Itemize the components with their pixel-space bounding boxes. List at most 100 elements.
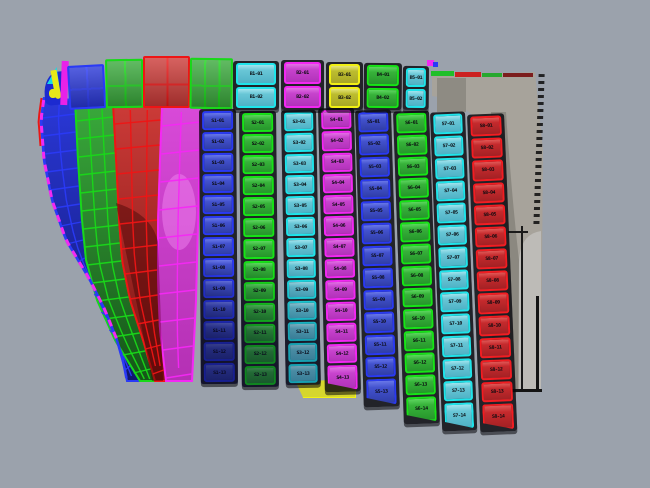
plate[interactable]: S6-08 [401,265,433,286]
plate[interactable]: S7-07 [438,246,468,269]
plate[interactable]: S2-12 [244,344,276,365]
plate[interactable]: S7-04 [435,180,466,202]
plate[interactable]: S6-13 [405,374,436,395]
plate[interactable]: S4-07 [324,237,355,258]
plate[interactable]: S8-02 [471,137,503,159]
plate[interactable]: S1-01 [202,110,234,131]
plate[interactable]: S6-10 [402,308,434,330]
plate[interactable]: S3-06 [285,216,316,237]
plate[interactable]: S6-02 [396,134,428,156]
plate[interactable]: S3-12 [288,342,318,363]
plate[interactable]: S5-05 [360,200,392,222]
plate[interactable]: S8-11 [479,336,512,359]
plate[interactable]: S2-03 [242,154,274,175]
deck-grid-panel-red[interactable] [143,56,190,108]
plate[interactable]: S4-12 [326,343,358,364]
plate[interactable]: B4-02 [366,87,399,109]
plate[interactable]: S3-09 [286,279,317,300]
plate[interactable]: S3-05 [285,195,315,216]
plate[interactable]: S6-11 [403,330,435,352]
plate[interactable]: S6-01 [396,112,427,134]
plate[interactable]: S6-05 [399,199,430,221]
plate[interactable]: B1-01 [236,63,276,85]
plate[interactable]: S4-04 [322,173,354,194]
plate[interactable]: S3-08 [286,258,316,279]
plate[interactable]: S4-02 [321,130,353,151]
plate[interactable]: S7-09 [439,291,470,313]
plate[interactable]: S4-08 [324,258,356,279]
plate[interactable]: S6-07 [400,243,432,265]
plate[interactable]: S6-14 [406,396,437,422]
plate[interactable]: S4-13 [327,365,358,390]
plate[interactable]: S8-01 [470,115,502,137]
plate[interactable]: S8-09 [477,292,510,315]
plate[interactable]: S1-02 [202,131,234,152]
plate[interactable]: S5-10 [364,311,395,333]
plate[interactable]: S1-09 [203,278,235,299]
plate[interactable]: S4-11 [326,322,357,343]
plate[interactable]: S1-06 [202,215,234,236]
plate[interactable]: B3-01 [329,64,360,85]
plate[interactable]: S1-08 [203,257,235,278]
plate[interactable]: S4-01 [321,109,352,130]
plate[interactable]: S6-06 [399,221,431,243]
plate[interactable]: B4-01 [366,64,399,86]
plate[interactable]: S5-02 [358,133,390,155]
plate[interactable]: S5-06 [361,222,392,244]
plate[interactable]: S7-12 [442,357,473,380]
plate[interactable]: S2-02 [242,133,274,154]
plate[interactable]: S8-10 [478,314,511,337]
plate[interactable]: S8-06 [474,226,507,248]
plate[interactable]: S5-07 [362,244,393,267]
plate[interactable]: S7-01 [433,113,463,135]
plate[interactable]: S3-04 [285,174,315,195]
plate[interactable]: S3-10 [287,300,317,321]
plate[interactable]: S1-11 [203,320,235,341]
plate[interactable]: S7-06 [437,224,468,246]
plate[interactable]: S1-03 [202,152,234,173]
plate[interactable]: S5-04 [360,178,391,200]
plate[interactable]: S3-07 [286,237,316,258]
plate[interactable]: S4-05 [323,194,354,215]
plate[interactable]: S1-10 [203,299,235,320]
plate[interactable]: B1-02 [236,86,276,108]
plate[interactable]: S6-09 [402,286,433,308]
plate[interactable]: S7-02 [433,135,464,157]
plate[interactable]: S5-03 [359,156,390,178]
deck-grid-panel-green[interactable] [189,57,233,110]
plate[interactable]: S8-14 [482,403,514,430]
plate[interactable]: S2-10 [244,302,276,322]
plate[interactable]: S3-11 [287,321,318,342]
plate[interactable]: S5-09 [363,289,394,311]
plate[interactable]: S7-11 [441,335,472,357]
plate[interactable]: S1-04 [202,173,234,194]
plate[interactable]: S4-10 [325,301,357,322]
plate[interactable]: S1-05 [202,194,234,215]
plate[interactable]: S7-14 [444,402,474,429]
plate[interactable]: S7-05 [436,202,467,224]
plate[interactable]: S3-01 [284,111,314,132]
plate[interactable]: S7-03 [434,157,465,180]
plate[interactable]: S5-13 [366,378,397,405]
plate[interactable]: S2-01 [242,112,274,133]
plate[interactable]: S7-10 [440,313,471,335]
plate[interactable]: B5-02 [405,88,426,109]
plate[interactable]: S8-08 [476,270,509,292]
plate[interactable]: B5-01 [405,67,426,88]
plate[interactable]: S6-03 [397,156,429,177]
plate[interactable]: S4-09 [325,279,356,300]
plate[interactable]: B2-01 [284,62,321,84]
plate[interactable]: S8-13 [481,381,514,403]
plate[interactable]: S8-12 [480,359,513,381]
plate[interactable]: S5-08 [362,267,394,289]
plate[interactable]: S1-13 [203,362,235,383]
plate[interactable]: S4-03 [322,152,353,173]
plate[interactable]: S5-01 [358,111,389,133]
plate[interactable]: S8-04 [472,181,505,204]
plate[interactable]: S2-04 [242,176,274,196]
hull-band-magenta[interactable] [157,104,203,382]
plate[interactable]: S1-12 [203,341,235,362]
plate[interactable]: S5-11 [364,333,396,356]
plate[interactable]: S5-12 [365,356,396,378]
plate[interactable]: S2-11 [244,323,276,344]
